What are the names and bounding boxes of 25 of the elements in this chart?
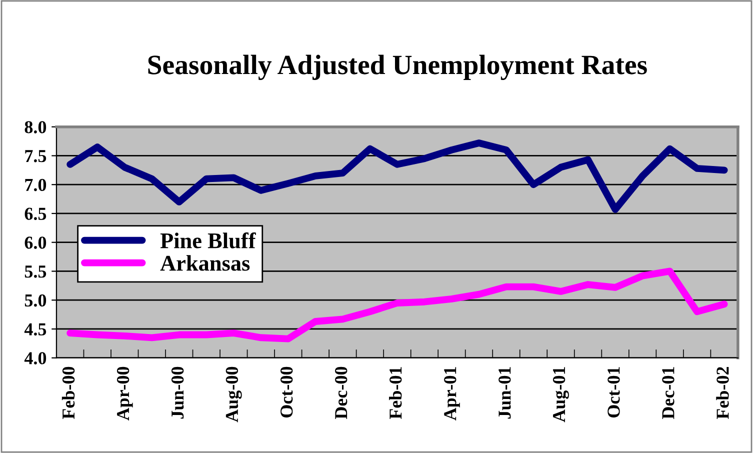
y-tick-label: 5.5	[24, 266, 46, 278]
x-tick-label: Feb-00	[62, 366, 75, 420]
x-tick-label: Dec-01	[662, 367, 674, 420]
x-tick-label: Jun-01	[498, 367, 511, 419]
x-tick-label: Jun-00	[171, 366, 184, 419]
x-tick-label: Dec-00	[335, 366, 348, 420]
x-tick-label: Aug-01	[552, 367, 569, 422]
y-tick-label: 7.0	[25, 178, 46, 192]
x-tick-label: Feb-02	[716, 366, 729, 420]
x-tick-label: Apr-01	[444, 367, 460, 421]
legend-label: Arkansas	[160, 255, 250, 271]
y-tick-label: 7.5	[25, 150, 46, 162]
y-tick-label: 6.5	[24, 208, 46, 220]
y-tick-label: 8.0	[24, 121, 46, 134]
x-tick-label: Apr-00	[116, 366, 133, 421]
y-tick-label: 4.5	[24, 323, 46, 336]
y-tick-label: 6.0	[24, 236, 46, 249]
y-tick-label: 4.0	[24, 352, 46, 364]
x-tick-label: Oct-01	[608, 367, 620, 418]
legend-label: Pine Bluff	[160, 232, 256, 248]
y-tick-label: 5.0	[24, 294, 46, 307]
chart-title: Seasonally Adjusted Unemployment Rates	[148, 54, 647, 80]
x-tick-label: Oct-00	[280, 366, 293, 418]
x-tick-label: Feb-01	[389, 367, 402, 420]
x-tick-label: Aug-00	[226, 366, 242, 422]
